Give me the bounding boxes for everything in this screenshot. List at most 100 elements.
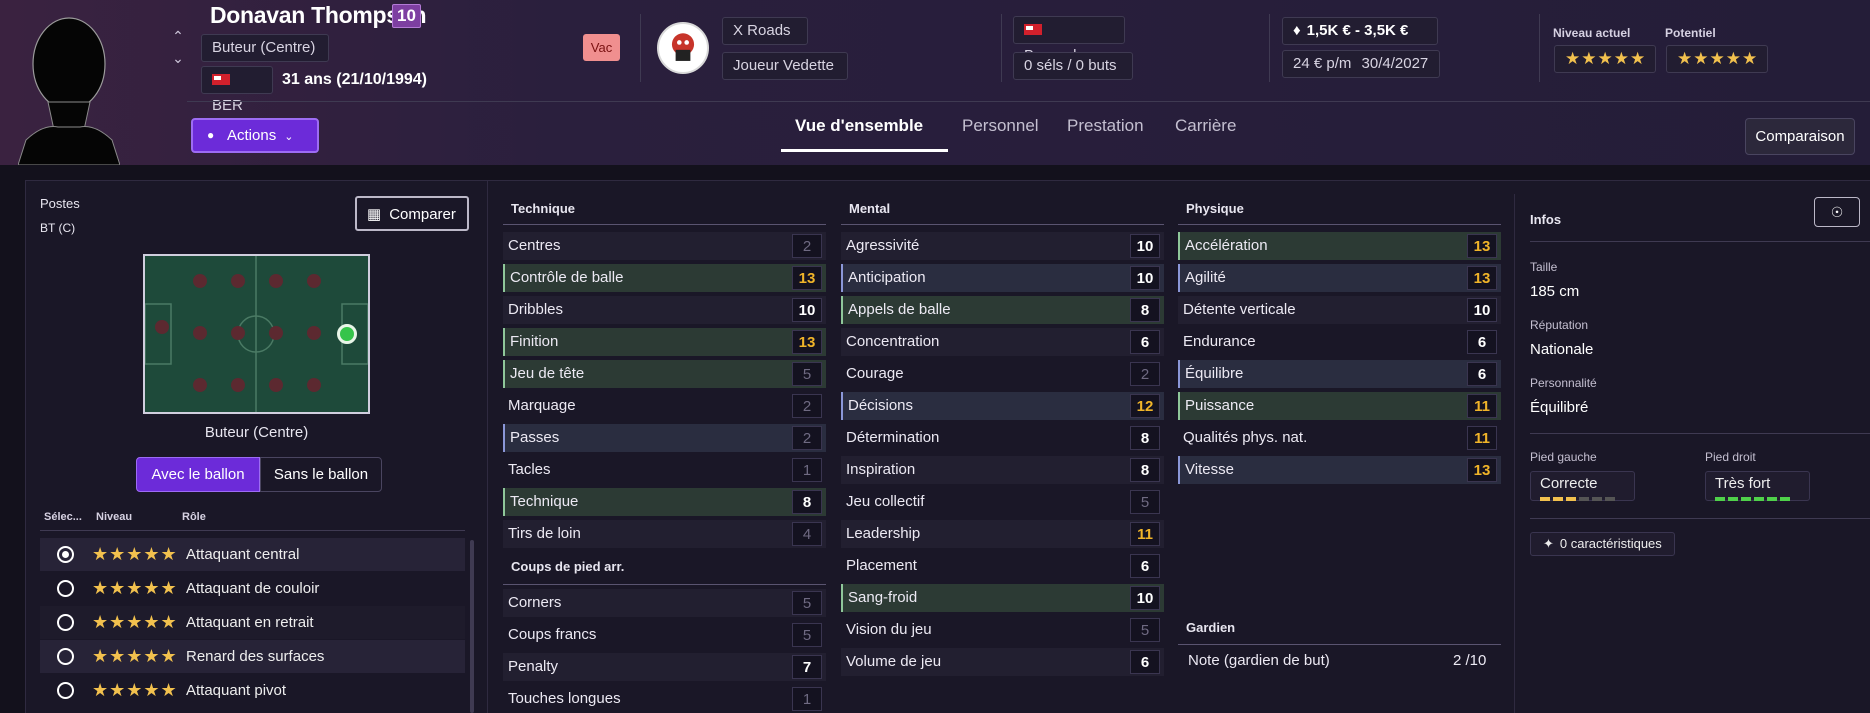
nation-chip[interactable]: Bermudes <box>1013 16 1125 64</box>
pitch-diagram <box>143 254 370 414</box>
attribute-name: Jeu de tête <box>510 365 585 382</box>
role-column-header: Rôle <box>182 511 206 523</box>
role-row[interactable]: ★★★★★ Attaquant de couloir <box>40 572 465 605</box>
right-foot-label: Pied droit <box>1705 450 1756 464</box>
attribute-value: 4 <box>792 522 822 546</box>
tab-performance[interactable]: Prestation <box>1067 116 1144 135</box>
profile-icon[interactable]: ☉ <box>1814 197 1860 227</box>
divider <box>1514 194 1515 713</box>
without-ball-toggle[interactable]: Sans le ballon <box>260 457 382 492</box>
level-column-header: Niveau <box>96 511 133 523</box>
divider <box>1530 518 1870 519</box>
roles-scrollbar[interactable] <box>470 540 474 713</box>
pitch-position-dot[interactable] <box>307 274 321 288</box>
radio[interactable] <box>57 682 74 699</box>
pitch-position-dot[interactable] <box>193 326 207 340</box>
set-pieces-title: Coups de pied arr. <box>511 559 625 574</box>
role-name: Renard des surfaces <box>186 648 325 665</box>
player-header: ⌃ ⌄ Donavan Thompson 10 Buteur (Centre) … <box>0 0 1870 165</box>
divider <box>1269 14 1270 82</box>
divider <box>1178 224 1501 225</box>
pitch-position-dot[interactable] <box>269 326 283 340</box>
contract-expiry: 30/4/2027 <box>1361 55 1429 72</box>
role-stars: ★★★★★ <box>92 578 178 598</box>
pitch-position-dot[interactable] <box>231 326 245 340</box>
divider <box>640 14 641 82</box>
attribute-value: 7 <box>792 655 822 679</box>
radio-selected[interactable] <box>57 546 74 563</box>
attribute-value: 11 <box>1467 426 1497 450</box>
role-row[interactable]: ★★★★★ Renard des surfaces <box>40 640 465 673</box>
caps-chip: 0 séls / 0 buts <box>1013 52 1133 80</box>
goalkeeper-rating-label: Note (gardien de but) <box>1188 652 1330 669</box>
attribute-row: Passes 2 <box>503 424 826 452</box>
tab-overview[interactable]: Vue d'ensemble <box>795 116 924 135</box>
attribute-row: Puissance 11 <box>1178 392 1501 420</box>
attribute-value: 10 <box>1467 298 1497 322</box>
radio[interactable] <box>57 614 74 631</box>
role-row[interactable]: ★★★★★ Attaquant central <box>40 538 465 571</box>
attribute-name: Concentration <box>846 333 940 350</box>
divider <box>40 530 465 531</box>
pitch-position-dot[interactable] <box>307 326 321 340</box>
attribute-value: 6 <box>1130 650 1160 674</box>
attribute-row: Décisions 12 <box>841 392 1164 420</box>
player-age: 31 ans (21/10/1994) <box>282 71 427 88</box>
previous-player-icon[interactable]: ⌃ <box>172 28 184 44</box>
compare-button[interactable]: ▦ Comparer <box>355 196 469 231</box>
personality-label: Personnalité <box>1530 376 1597 390</box>
pitch-position-dot[interactable] <box>155 320 169 334</box>
radio[interactable] <box>57 648 74 665</box>
attribute-row: Dribbles 10 <box>503 296 826 324</box>
role-name: Attaquant de couloir <box>186 580 320 597</box>
reputation-label: Réputation <box>1530 318 1589 332</box>
attribute-value: 8 <box>792 490 822 514</box>
attribute-row: Tacles 1 <box>503 456 826 484</box>
tab-personal[interactable]: Personnel <box>962 116 1039 135</box>
attribute-name: Placement <box>846 557 917 574</box>
chevron-down-icon: ⌄ <box>284 131 294 143</box>
role-row[interactable]: ★★★★★ Attaquant pivot <box>40 674 465 707</box>
attribute-name: Corners <box>508 594 562 611</box>
selected-position-dot[interactable] <box>337 324 357 344</box>
attribute-name: Agilité <box>1185 269 1226 286</box>
role-name: Attaquant en retrait <box>186 614 314 631</box>
attribute-row: Agilité 13 <box>1178 264 1501 292</box>
attribute-value: 11 <box>1467 394 1497 418</box>
next-player-icon[interactable]: ⌄ <box>172 50 184 66</box>
attribute-row: Détermination 8 <box>841 424 1164 452</box>
attribute-row: Équilibre 6 <box>1178 360 1501 388</box>
attribute-name: Dribbles <box>508 301 564 318</box>
attribute-value: 1 <box>792 458 822 482</box>
role-name: Attaquant central <box>186 546 300 563</box>
comparison-button[interactable]: Comparaison <box>1745 118 1855 155</box>
attribute-value: 2 <box>792 426 822 450</box>
attribute-row: Placement 6 <box>841 552 1164 580</box>
radio[interactable] <box>57 580 74 597</box>
attribute-name: Vision du jeu <box>846 621 932 638</box>
pitch-position-dot[interactable] <box>231 274 245 288</box>
pitch-position-dot[interactable] <box>193 378 207 392</box>
actions-button[interactable]: ● Actions ⌄ <box>191 118 319 153</box>
role-row[interactable]: ★★★★★ Attaquant en retrait <box>40 606 465 639</box>
attribute-value: 13 <box>1467 458 1497 482</box>
pitch-position-label: Buteur (Centre) <box>204 424 309 441</box>
attribute-value: 5 <box>792 623 822 647</box>
pitch-position-dot[interactable] <box>193 274 207 288</box>
shirt-number: 10 <box>392 4 421 28</box>
compare-label: Comparer <box>389 206 456 223</box>
pitch-position-dot[interactable] <box>269 378 283 392</box>
attribute-value: 6 <box>1130 330 1160 354</box>
pitch-position-dot[interactable] <box>231 378 245 392</box>
club-logo[interactable] <box>657 22 709 74</box>
attribute-row: Corners 5 <box>503 589 826 617</box>
club-name-chip[interactable]: X Roads <box>722 17 808 45</box>
with-ball-toggle[interactable]: Avec le ballon <box>136 457 260 492</box>
traits-chip[interactable]: ✦ 0 caractéristiques <box>1530 532 1675 556</box>
pitch-position-dot[interactable] <box>307 378 321 392</box>
height-value: 185 cm <box>1530 283 1580 300</box>
pitch-position-dot[interactable] <box>269 274 283 288</box>
tab-career[interactable]: Carrière <box>1175 116 1237 135</box>
right-foot-value: Très fort <box>1715 475 1771 492</box>
player-name: Donavan Thompson <box>210 2 427 28</box>
